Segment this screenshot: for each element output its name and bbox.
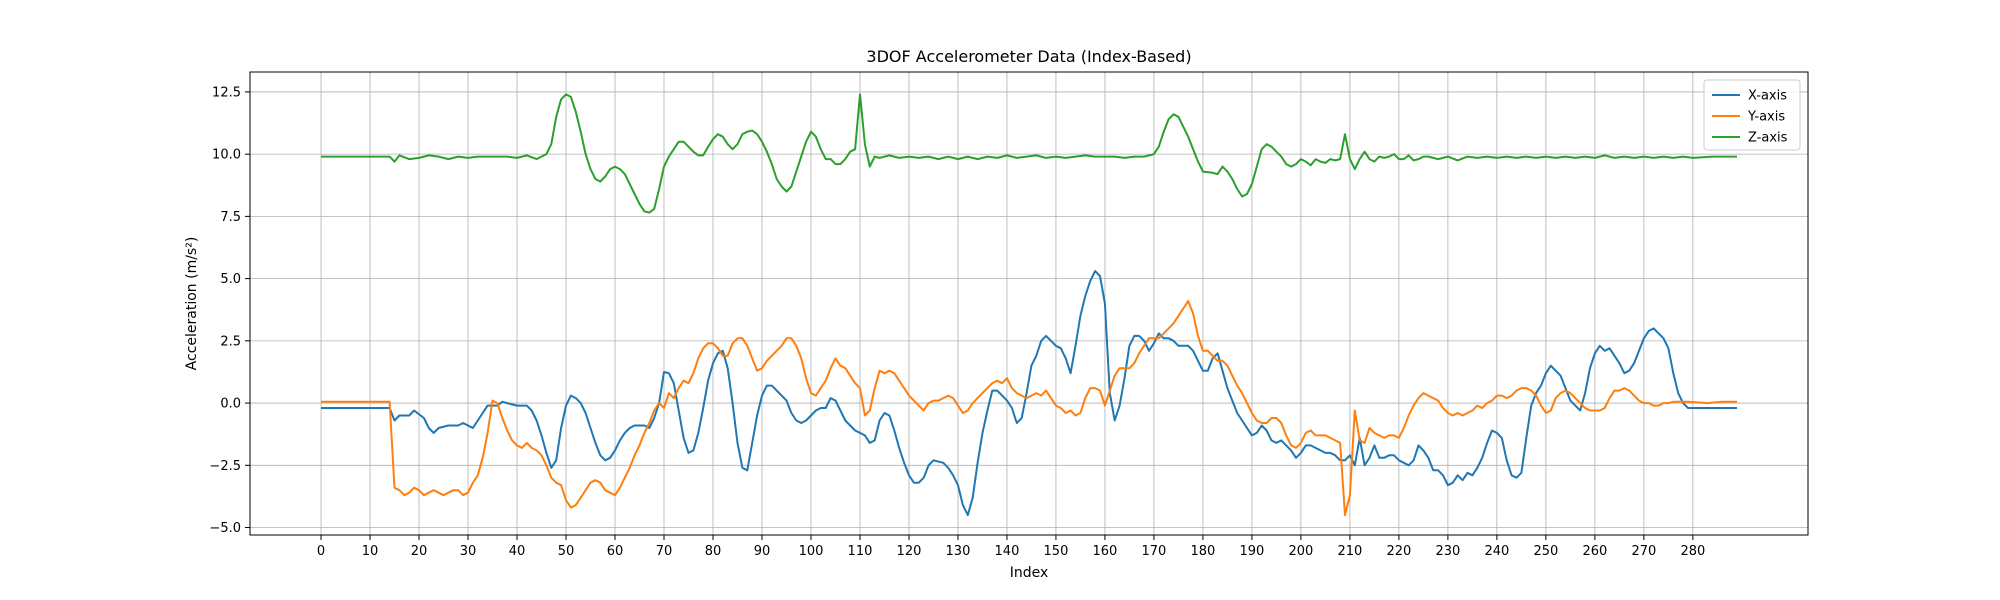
- chart-title: 3DOF Accelerometer Data (Index-Based): [866, 47, 1191, 66]
- x-tick-label: 20: [411, 544, 428, 559]
- x-axis-label: Index: [1010, 565, 1049, 581]
- x-tick-label: 110: [848, 544, 873, 559]
- x-tick-label: 30: [460, 544, 477, 559]
- x-tick-label: 40: [509, 544, 526, 559]
- x-tick-label: 190: [1240, 544, 1265, 559]
- y-tick-label: 12.5: [212, 85, 241, 100]
- y-tick-label: 0.0: [220, 397, 241, 412]
- series-line-x-axis: [321, 270, 1737, 517]
- series-lines: [321, 93, 1737, 517]
- grid-lines: [250, 72, 1808, 535]
- x-tick-label: 200: [1289, 544, 1314, 559]
- x-tick-label: 230: [1435, 544, 1460, 559]
- x-tick-label: 130: [946, 544, 971, 559]
- x-tick-label: 140: [995, 544, 1020, 559]
- legend-label-y-axis: Y-axis: [1747, 110, 1785, 125]
- x-tick-label: 50: [558, 544, 575, 559]
- x-tick-label: 0: [317, 544, 325, 559]
- x-tick-label: 90: [754, 544, 771, 559]
- legend: X-axis Y-axis Z-axis: [1703, 79, 1801, 151]
- x-tick-label: 160: [1093, 544, 1118, 559]
- y-tick-label: −2.5: [209, 459, 241, 474]
- y-tick-label: 10.0: [212, 148, 241, 163]
- x-tick-label: 180: [1191, 544, 1216, 559]
- x-tick-label: 120: [897, 544, 922, 559]
- y-tick-label: −5.0: [209, 521, 241, 536]
- y-axis-ticks: −5.0 −2.5 0.0 2.5 5.0 7.5 10.0 12.5: [209, 85, 250, 536]
- legend-box: [1703, 79, 1801, 151]
- x-tick-label: 100: [799, 544, 824, 559]
- x-tick-label: 260: [1582, 544, 1607, 559]
- y-tick-label: 2.5: [220, 334, 241, 349]
- x-tick-label: 250: [1533, 544, 1558, 559]
- x-tick-label: 270: [1631, 544, 1656, 559]
- y-tick-label: 5.0: [220, 272, 241, 287]
- x-tick-label: 80: [705, 544, 722, 559]
- x-tick-label: 210: [1337, 544, 1362, 559]
- x-tick-label: 240: [1484, 544, 1509, 559]
- x-tick-label: 150: [1044, 544, 1069, 559]
- y-tick-label: 7.5: [220, 210, 241, 225]
- x-tick-label: 280: [1680, 544, 1705, 559]
- x-axis-ticks: 0 10 20 30 40 50 60 70 80 90 100 110 120 130 140 150 160…: [317, 535, 1705, 559]
- x-tick-label: 60: [607, 544, 624, 559]
- x-tick-label: 220: [1386, 544, 1411, 559]
- series-line-y-axis: [321, 300, 1737, 517]
- x-tick-label: 10: [362, 544, 379, 559]
- x-tick-label: 170: [1142, 544, 1167, 559]
- legend-label-x-axis: X-axis: [1748, 89, 1787, 104]
- series-line-z-axis: [321, 93, 1737, 214]
- legend-label-z-axis: Z-axis: [1748, 131, 1788, 146]
- y-axis-label: Acceleration (m/s²): [184, 237, 200, 371]
- plot-frame: [249, 71, 1809, 536]
- x-tick-label: 70: [656, 544, 673, 559]
